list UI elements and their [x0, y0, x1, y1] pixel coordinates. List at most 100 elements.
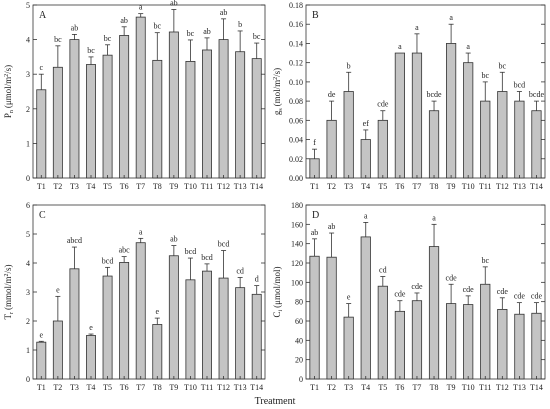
panel-d-sig-letter: a [432, 213, 436, 222]
panel-a-ytick-label: 1 [26, 139, 30, 148]
panel-a-sig-letter: bc [187, 29, 195, 38]
panel-a-xtick-label: T13 [234, 182, 247, 191]
panel-a-xtick-label: T6 [120, 182, 129, 191]
panel-a-sig-letter: a [139, 3, 143, 12]
panel-c-xtick-label: T1 [37, 383, 46, 392]
panel-b-sig-letter: bcde [529, 90, 545, 99]
panel-c-ylabel: Tr(mmol/m2/s) [3, 264, 15, 319]
panel-a-bar [168, 31, 179, 179]
panel-a-ytick-label: 4 [26, 36, 30, 45]
panel-c-sig-letter: e [56, 285, 60, 294]
panel-a-ylabel-part: 2 [4, 74, 10, 77]
panel-c-ytick-label: 5 [26, 230, 30, 239]
panel-c-ytick-label: 2 [26, 317, 30, 326]
panel-b-xtick-label: T1 [310, 182, 319, 191]
panel-d-sig-letter: cde [497, 287, 509, 296]
panel-d-xtick-label: T14 [530, 383, 543, 392]
panel-d-xtick-label: T13 [513, 383, 526, 392]
panel-c-sig-letter: ab [170, 235, 178, 244]
panel-c-frame [32, 204, 266, 380]
panel-a-ylabel-part: n [9, 110, 15, 113]
panel-c-ytick-label: 3 [26, 288, 30, 297]
panel-d-sig-letter: e [347, 293, 351, 302]
panel-a-sig-letter: bc [154, 22, 162, 31]
panel-c-xtick-label: T11 [201, 383, 214, 392]
panel-b-ylabel-part: 2 [273, 77, 279, 80]
panel-a-bar [86, 64, 96, 179]
panel-c-sig-letter: bcd [185, 247, 197, 256]
panel-c-ylabel-part: r [9, 312, 15, 314]
panel-a-letter: A [39, 10, 47, 21]
panel-c-bar [168, 255, 179, 380]
panel-a-ylabel-part: (μmol/m [3, 77, 13, 108]
panel-a-xtick-label: T12 [217, 182, 230, 191]
panel-a-xtick-label: T11 [201, 182, 214, 191]
panel-d-ytick-label: 20 [295, 356, 303, 365]
panel-b-xtick-label: T14 [530, 182, 543, 191]
panel-d-sig-letter: cde [463, 285, 475, 294]
panel-b-xtick-label: T13 [513, 182, 526, 191]
panel-b-ytick-label: 0.02 [289, 155, 303, 164]
panel-b-bar [326, 119, 337, 179]
panel-b-xtick-label: T4 [361, 182, 370, 191]
panel-b-frame [305, 4, 546, 179]
panel-b-bar [411, 52, 423, 179]
panel-a-sig-letter: ab [203, 27, 211, 36]
panel-b-ytick-label: 0.14 [289, 39, 303, 48]
panel-c-sig-letter: bcd [201, 253, 213, 262]
panel-d-bar [497, 308, 508, 380]
panel-d-ytick-label: 80 [295, 298, 303, 307]
panel-b-ylabel-part: g [272, 110, 282, 115]
panel-c-xtick-label: T3 [70, 383, 79, 392]
panel-c-sig-letter: e [89, 323, 93, 332]
panel-d-bar [428, 246, 440, 380]
panel-d-xtick-label: T3 [344, 383, 353, 392]
panel-a-bar [135, 16, 146, 179]
panel-a-bar [69, 39, 80, 179]
panel-c-ytick-label: 1 [26, 346, 30, 355]
panel-b-ylabel: gs(mol/m2/s) [272, 68, 284, 115]
panel-c-ytick-label: 4 [26, 259, 30, 268]
panel-a-xtick-label: T1 [37, 182, 46, 191]
panel-c-letter: C [39, 210, 46, 221]
panel-c-bar [36, 341, 47, 380]
panel-c-ylabel-part: T [3, 314, 13, 320]
panel-a-ylabel: Pn (μmol/m2/s) [3, 65, 15, 118]
panel-d-bar [377, 285, 388, 380]
panel-b-xtick-label: T5 [378, 182, 387, 191]
panel-c-sig-letter: cd [236, 267, 244, 276]
panel-d-bar [309, 255, 320, 380]
panel-a-xtick-label: T2 [53, 182, 62, 191]
panel-b-sig-letter: bc [499, 61, 507, 70]
panel-d-ytick-label: 180 [291, 201, 303, 210]
panel-d-xtick-label: T10 [462, 383, 475, 392]
panel-a-sig-letter: ab [120, 16, 128, 25]
panel-c-sig-letter: bcd [218, 240, 230, 249]
panel-c-bar [52, 320, 63, 380]
panel-d-ytick-label: 40 [295, 336, 303, 345]
panel-d-ylabel-part: C [272, 311, 282, 317]
panel-c-bar [218, 277, 229, 380]
panel-a-xtick-label: T7 [136, 182, 145, 191]
panel-a-ytick-label: 0 [26, 174, 30, 183]
panel-c-sig-letter: a [139, 227, 143, 236]
panel-a-xtick-label: T4 [87, 182, 96, 191]
panel-d-sig-letter: a [364, 211, 368, 220]
panel-d-bar [514, 313, 525, 380]
figure-xlabel: Treatment [255, 396, 296, 407]
panel-c-ylabel-part: /s) [3, 264, 13, 273]
panel-c-bar [135, 242, 146, 380]
panel-d-ylabel-part: i [278, 309, 284, 311]
panel-c-sig-letter: abc [119, 246, 131, 255]
panel-a-bar [102, 54, 113, 179]
panel-a-xtick-label: T14 [250, 182, 263, 191]
panel-b-sig-letter: bcd [514, 81, 526, 90]
panel-c-bar [251, 293, 262, 380]
panel-c-bar [202, 270, 212, 380]
panel-a-bar [52, 66, 63, 179]
panel-d-bar [360, 236, 371, 380]
panel-c-ytick-label: 6 [26, 201, 30, 210]
panel-d-sig-letter: cde [531, 292, 543, 301]
panel-c-xtick-label: T8 [153, 383, 162, 392]
panel-d-bar [531, 312, 542, 380]
